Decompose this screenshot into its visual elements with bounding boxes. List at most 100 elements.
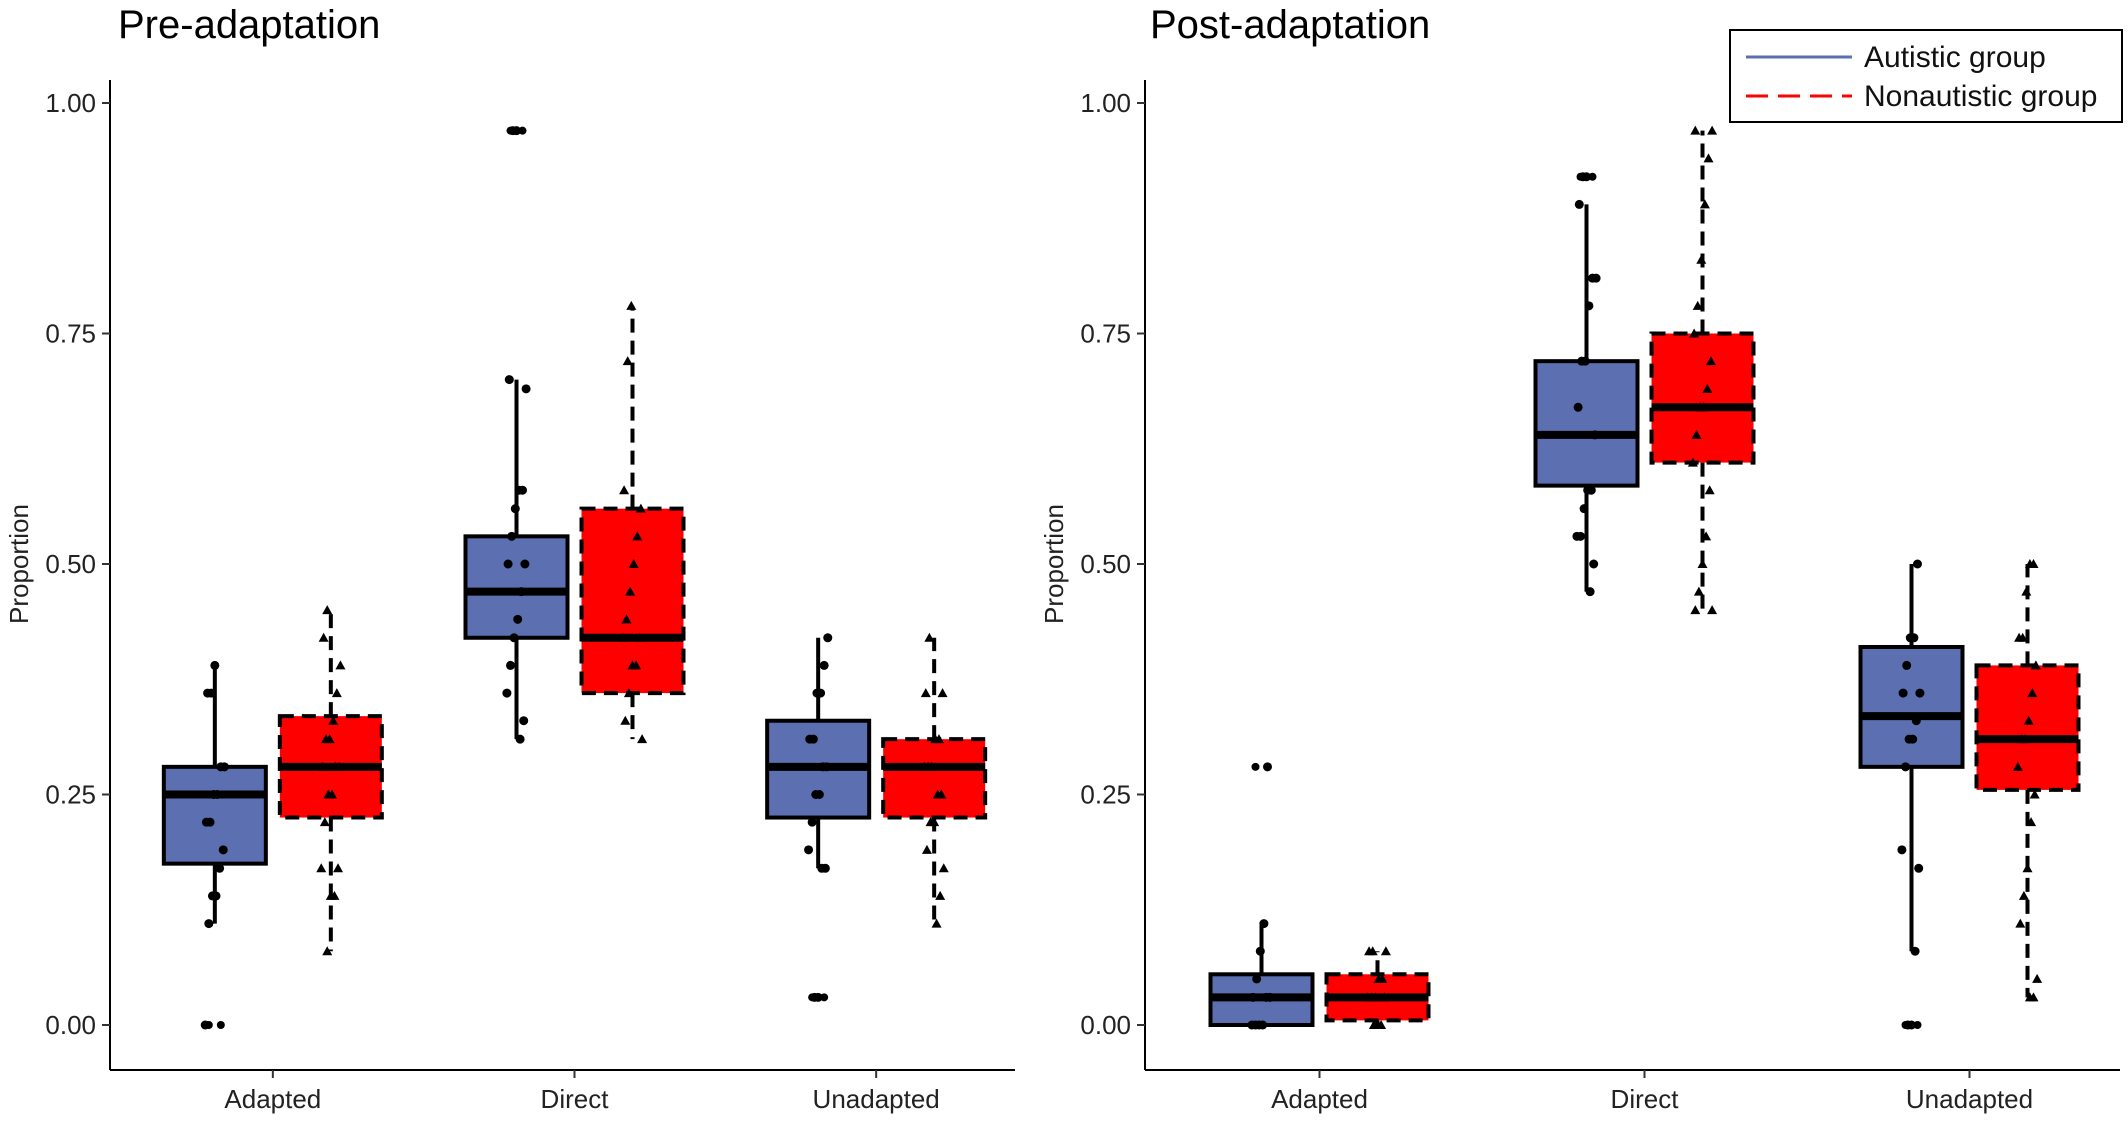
data-point [322,605,333,615]
box-autistic-direct [463,126,570,740]
data-point [1590,430,1600,440]
y-tick-label: 0.75 [45,319,96,349]
outlier-point [1251,762,1260,771]
data-point [1589,559,1599,569]
data-point [1911,716,1921,726]
data-point [2029,789,2040,799]
data-point [1907,1020,1916,1030]
data-point [625,586,636,596]
data-point [331,688,342,698]
data-point [519,716,529,726]
y-tick-label: 0.50 [1080,549,1131,579]
data-point [1707,605,1718,615]
legend: Autistic group Nonautistic group [1729,29,2123,123]
box-nonautistic-direct [1649,130,1756,611]
data-point [1582,172,1591,182]
data-point [319,817,330,827]
y-tick-label: 0.00 [1080,1010,1131,1040]
data-point [1901,762,1910,772]
legend-frame [1729,29,2123,123]
data-point [1698,402,1709,412]
data-point [623,688,634,698]
data-point [2022,863,2033,873]
y-tick-label: 1.00 [45,88,96,118]
data-point [822,762,832,772]
data-point [937,688,948,698]
data-point [621,614,632,624]
data-point [317,761,328,771]
data-point [1699,199,1710,209]
data-point [2023,715,2034,725]
data-point [205,817,215,827]
panels: Pre-adaptation 0.00 0.25 0.50 0.75 1.00 Propor… [4,3,2120,1114]
data-point [926,761,937,771]
box-autistic-direct [1533,172,1640,592]
data-point [520,559,530,569]
data-point [1690,605,1701,615]
data-point [1693,586,1704,596]
data-point [1689,328,1700,338]
data-point [620,715,631,725]
data-point [513,614,523,624]
data-point [1702,383,1713,393]
data-point [200,1020,210,1030]
y-axis-label: Proportion [4,504,34,624]
data-point [503,559,513,569]
data-point [1574,199,1584,209]
panel-title: Post-adaptation [1150,3,1430,47]
data-point [1703,153,1714,163]
panel-pre-adaptation: Pre-adaptation 0.00 0.25 0.50 0.75 1.00 Propor… [4,3,1015,1114]
data-point [622,356,633,366]
data-point [924,632,935,642]
data-point [2015,918,2026,928]
data-point [819,660,829,670]
data-point [516,587,526,597]
data-point [813,992,823,1002]
x-tick-label: Unadapted [813,1084,940,1114]
data-point [1265,992,1275,1002]
data-point [1705,356,1716,366]
data-point [628,559,639,568]
data-point [322,946,333,956]
data-point [1579,504,1589,514]
data-point [929,817,940,827]
box-nonautistic-adapted [1324,951,1431,1025]
iqr-box [1533,359,1640,488]
data-point [1259,919,1269,929]
data-point [936,789,947,799]
iqr-box [881,737,988,820]
data-point [1585,587,1595,597]
y-tick-label: 0.25 [45,780,96,810]
data-point [509,633,519,643]
iqr-box [1649,331,1756,465]
data-point [2032,973,2043,983]
data-point [1914,863,1924,873]
data-point [1255,946,1265,956]
data-point [1897,845,1907,855]
iqr-box [161,764,268,866]
data-point [512,126,521,136]
data-point [2028,992,2039,1002]
x-tick-label: Direct [1611,1084,1680,1114]
x-tick-label: Adapted [1271,1084,1368,1114]
x-tick-label: Adapted [224,1084,321,1114]
data-point [502,688,512,698]
data-point [218,845,228,855]
data-point [2028,559,2039,568]
data-point [1252,974,1262,984]
data-point [1704,485,1715,495]
data-point [324,734,335,744]
data-point [521,384,531,394]
data-point [920,688,931,698]
panel-title: Pre-adaptation [118,3,380,47]
legend-label-autistic: Autistic group [1864,41,2046,74]
x-tick-label: Unadapted [1906,1084,2033,1114]
data-point [1576,531,1585,541]
data-point [1697,559,1708,568]
data-point [1908,734,1918,744]
data-point [808,734,818,744]
data-point [1902,660,1912,670]
data-point [316,863,327,873]
data-point [1898,688,1908,698]
